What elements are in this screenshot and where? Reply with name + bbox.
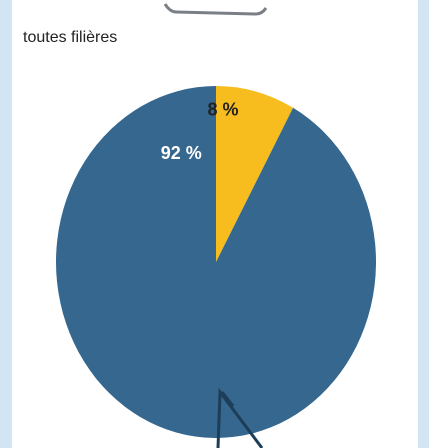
pie — [55, 86, 376, 438]
chart-title: toutes filières — [23, 29, 117, 46]
pie-slice — [216, 86, 294, 262]
data-label: 8 % — [208, 100, 239, 120]
pointer — [216, 387, 264, 448]
labels: 8 % 92 % — [161, 100, 239, 163]
pie-slice — [55, 86, 376, 438]
data-label: 92 % — [161, 143, 202, 163]
decoration — [163, 3, 268, 16]
